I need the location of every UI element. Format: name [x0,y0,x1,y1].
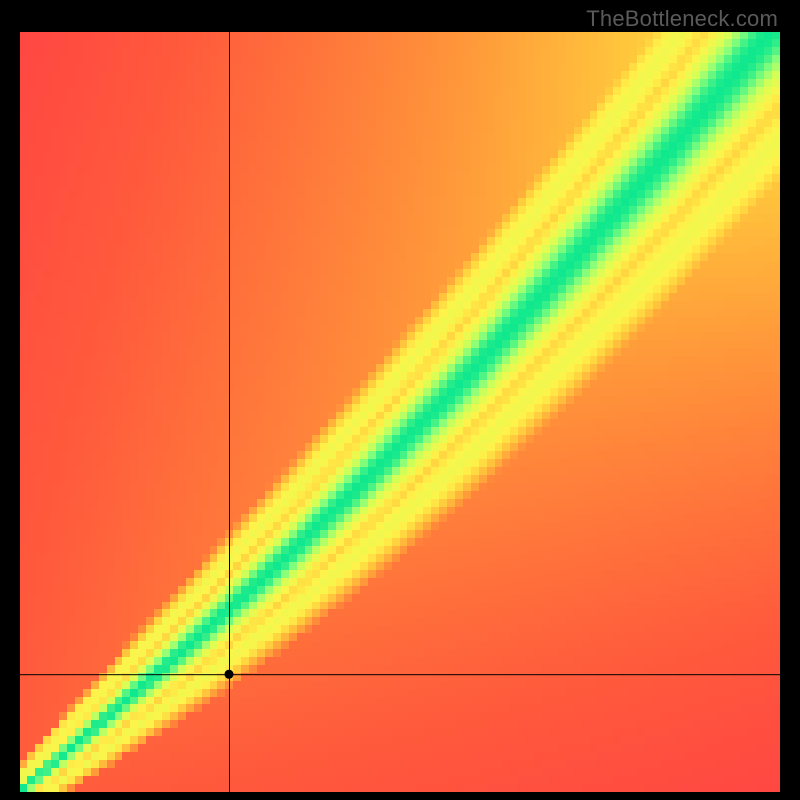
heatmap-canvas [20,32,780,792]
watermark-text: TheBottleneck.com [586,6,778,32]
chart-container: TheBottleneck.com [0,0,800,800]
heatmap-plot [20,32,780,792]
